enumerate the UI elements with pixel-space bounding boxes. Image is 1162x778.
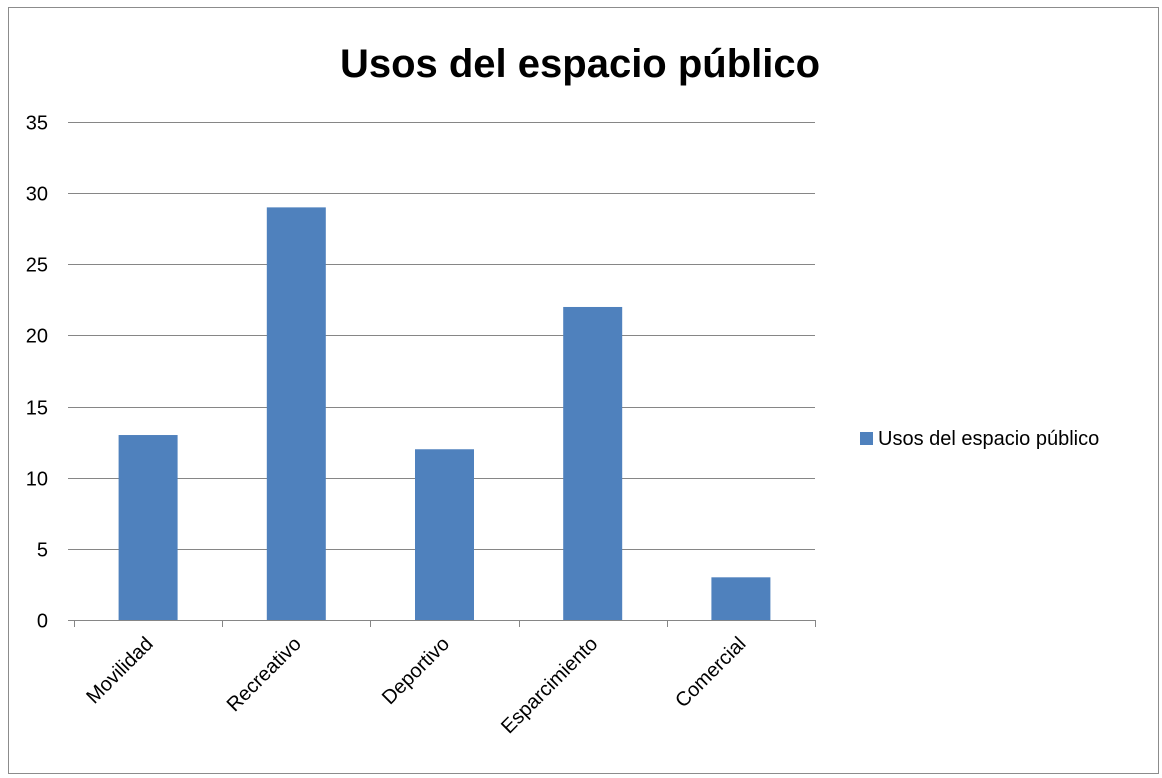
chart-title: Usos del espacio público [340, 42, 820, 86]
y-tick-label: 30 [26, 184, 48, 206]
y-axis-ticks: 0 5 10 15 20 25 30 35 [26, 113, 48, 633]
gridlines [68, 122, 815, 550]
legend: Usos del espacio público [860, 428, 1099, 450]
y-tick-label: 5 [37, 540, 48, 562]
x-axis [68, 620, 816, 627]
y-tick-label: 0 [37, 611, 48, 633]
y-tick-label: 20 [26, 326, 48, 348]
y-tick-label: 15 [26, 398, 48, 420]
y-tick-label: 35 [26, 113, 48, 135]
bar [711, 577, 771, 620]
legend-label: Usos del espacio público [878, 428, 1099, 450]
bars [118, 207, 771, 620]
y-tick-label: 25 [26, 255, 48, 277]
bar [266, 207, 326, 620]
bar [415, 449, 474, 620]
legend-swatch [860, 432, 873, 445]
y-tick-label: 10 [26, 469, 48, 491]
bar [563, 306, 623, 620]
bar [118, 435, 178, 620]
